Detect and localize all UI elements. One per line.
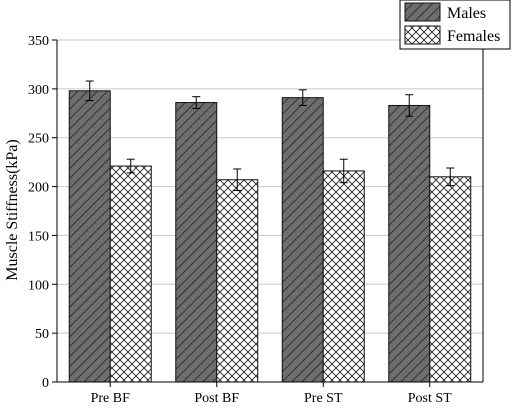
y-axis-title: Muscle Stiffness(kPa) [4, 139, 21, 280]
bar-females [429, 176, 472, 383]
bar-males [175, 102, 218, 383]
y-tick-label: 200 [28, 181, 49, 196]
bar-females [216, 179, 259, 383]
y-tick-label: 0 [42, 376, 49, 391]
legend-swatch-females [404, 25, 441, 45]
legend: Males Females [399, 0, 511, 50]
bar-females [109, 165, 152, 383]
bar-females [322, 170, 365, 383]
x-tick-label: Pre ST [304, 391, 343, 406]
x-tick-label: Post ST [408, 391, 452, 406]
bars [68, 80, 472, 383]
y-tick-label: 100 [28, 278, 49, 293]
bar-males [68, 90, 111, 383]
y-tick-label: 350 [28, 34, 49, 49]
bar-males [281, 97, 324, 383]
legend-swatch-males [404, 2, 441, 22]
bar-males [388, 104, 431, 383]
x-tick-label: Pre BF [91, 391, 131, 406]
legend-label-males: Males [447, 5, 486, 22]
y-tick-label: 150 [28, 229, 49, 244]
y-tick-label: 250 [28, 132, 49, 147]
legend-label-females: Females [447, 28, 500, 45]
y-tick-label: 50 [35, 327, 49, 342]
axes: 0 50 100 150 200 250 300 350 Pre BF Post BF Pre ST… [28, 34, 484, 406]
x-tick-label: Post BF [194, 391, 239, 406]
y-tick-label: 300 [28, 83, 49, 98]
